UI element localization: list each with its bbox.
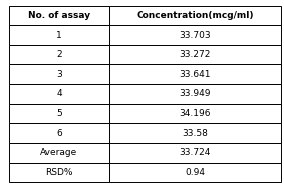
Text: 33.703: 33.703 xyxy=(179,31,211,40)
Text: 33.641: 33.641 xyxy=(179,70,211,79)
Bar xyxy=(9,143,109,163)
Bar xyxy=(109,104,281,123)
Bar xyxy=(109,84,281,104)
Text: 4: 4 xyxy=(56,89,62,98)
Text: Average: Average xyxy=(40,148,78,157)
Bar xyxy=(109,163,281,182)
Bar xyxy=(9,45,109,65)
Bar xyxy=(109,143,281,163)
Text: Concentration(mcg/ml): Concentration(mcg/ml) xyxy=(137,11,254,20)
Text: 2: 2 xyxy=(56,50,62,59)
Bar xyxy=(9,65,109,84)
Bar xyxy=(9,104,109,123)
Text: 5: 5 xyxy=(56,109,62,118)
Text: 0.94: 0.94 xyxy=(185,168,205,177)
Bar xyxy=(9,123,109,143)
Bar xyxy=(109,65,281,84)
Bar xyxy=(9,6,109,25)
Bar xyxy=(109,45,281,65)
Bar xyxy=(9,84,109,104)
Text: 3: 3 xyxy=(56,70,62,79)
Text: 6: 6 xyxy=(56,129,62,138)
Bar xyxy=(109,6,281,25)
Bar xyxy=(9,163,109,182)
Text: 33.949: 33.949 xyxy=(179,89,211,98)
Text: 1: 1 xyxy=(56,31,62,40)
Text: 33.272: 33.272 xyxy=(179,50,211,59)
Text: RSD%: RSD% xyxy=(45,168,73,177)
Text: 33.58: 33.58 xyxy=(182,129,208,138)
Bar xyxy=(9,25,109,45)
Bar xyxy=(109,25,281,45)
Text: No. of assay: No. of assay xyxy=(28,11,90,20)
Text: 33.724: 33.724 xyxy=(179,148,211,157)
Bar xyxy=(109,123,281,143)
Text: 34.196: 34.196 xyxy=(179,109,211,118)
